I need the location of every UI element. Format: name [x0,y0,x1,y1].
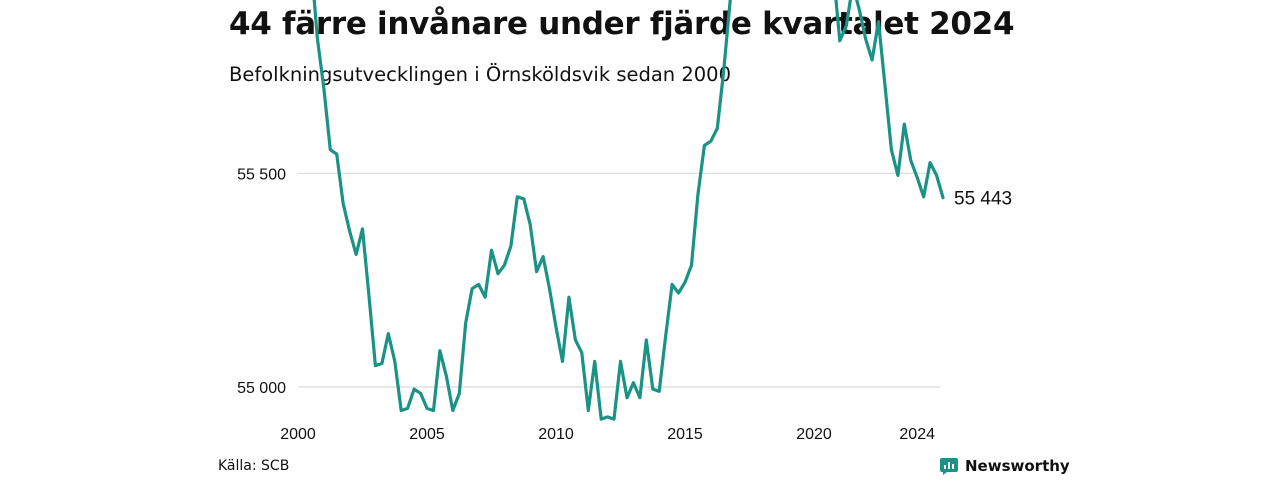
chart-title: 44 färre invånare under fjärde kvartalet… [229,6,1015,42]
brand-logo: Newsworthy [939,456,1070,476]
x-tick-label: 2005 [409,426,445,443]
x-tick-label: 2015 [667,426,703,443]
newsworthy-logo-icon [940,458,958,475]
x-tick-label: 2000 [280,426,316,443]
source-note: Källa: SCB [218,458,290,474]
x-axis-ticks: 2000 2005 2010 2015 2020 2024 [280,426,935,443]
series-line-population [312,0,945,421]
gridlines [298,172,940,388]
x-tick-label: 2024 [899,426,935,443]
chart-subtitle: Befolkningsutvecklingen i Örnsköldsvik s… [229,63,731,86]
brand-name: Newsworthy [965,457,1070,475]
x-tick-label: 2010 [538,426,574,443]
y-tick-label: 55 000 [237,380,286,397]
x-tick-label: 2020 [796,426,832,443]
y-tick-label: 55 500 [237,166,286,183]
end-value-label: 55 443 [954,189,1012,210]
